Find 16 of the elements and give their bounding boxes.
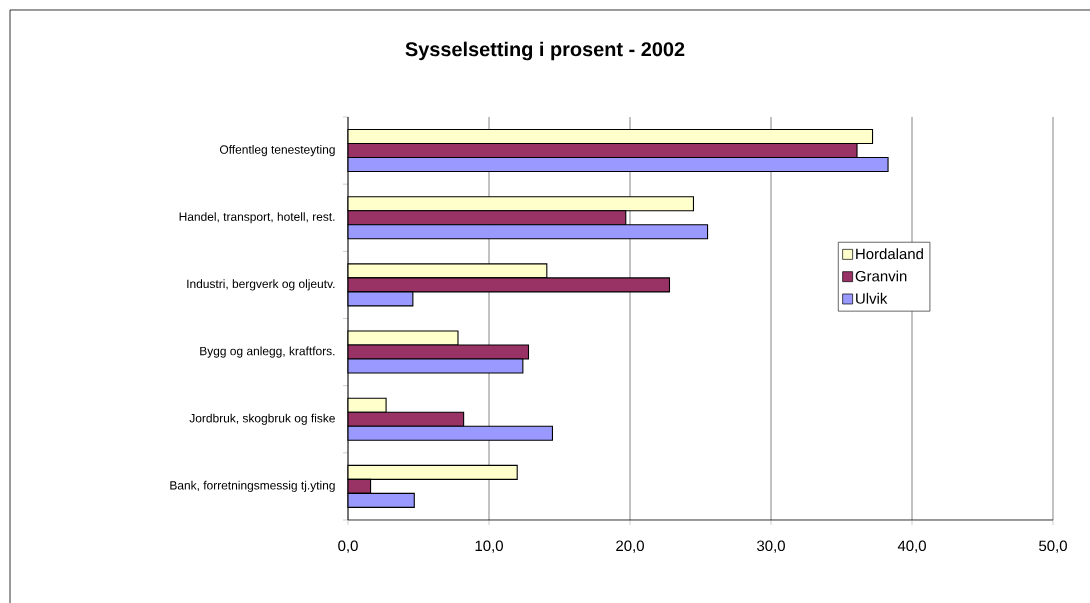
y-tick-label: Jordbruk, skogbruk og fiske xyxy=(189,413,335,425)
x-tick-label: 30,0 xyxy=(757,540,785,553)
x-tick-label: 20,0 xyxy=(616,540,644,553)
x-tick-label: 40,0 xyxy=(897,540,926,553)
y-tick-label: Offentleg tenesteyting xyxy=(219,145,335,157)
legend-label: Granvin xyxy=(855,270,907,282)
legend-label: Hordaland xyxy=(856,248,923,260)
y-tick-label: Industri, bergverk og oljeutv. xyxy=(187,279,335,291)
chart-title: Sysselsetting i prosent - 2002 xyxy=(405,41,685,61)
x-tick-label: 50,0 xyxy=(1039,540,1067,553)
legend-label: Ulvik xyxy=(856,292,888,304)
x-tick-label: 0,0 xyxy=(338,540,358,553)
y-tick-label: Handel, transport, hotell, rest. xyxy=(179,212,335,224)
y-tick-label: Bank, forretningsmessig tj.yting xyxy=(170,480,335,492)
x-tick-label: 10,0 xyxy=(475,540,503,553)
y-tick-label: Bygg og anlegg, kraftfors. xyxy=(200,346,335,358)
